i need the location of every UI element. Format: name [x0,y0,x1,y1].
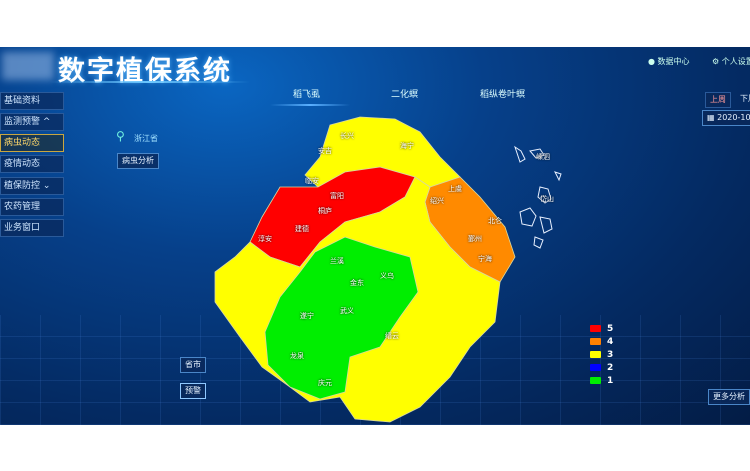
map-county-label: 缙云 [385,332,399,340]
region-level1 [264,236,419,400]
legend-label: 2 [607,362,614,373]
map-county-label: 桐庐 [318,207,332,215]
legend-label: 3 [607,349,614,360]
legend-swatch [590,351,601,358]
sidebar-item-monitoring[interactable]: 监测预警 ^ [0,113,64,131]
legend-item: 4 [590,335,635,348]
personal-settings-link[interactable]: ⚙ 个人设置 [712,56,750,67]
next-week-button[interactable]: 下周 [740,94,750,103]
sidebar-item-prevention[interactable]: 植保防控 ⌄ [0,177,64,195]
map-county-label: 鄞州 [468,235,482,243]
date-value: 2020-10- [717,113,750,122]
map-county-label: 龙泉 [290,352,304,360]
pest-analysis-button[interactable]: 病虫分析 [117,153,159,169]
legend-swatch [590,364,601,371]
map-county-label: 淳安 [258,235,272,243]
map-county-label: 嵊泗 [536,153,550,161]
logo [2,52,54,80]
legend-swatch [590,377,601,384]
map-county-label: 上虞 [448,185,462,193]
data-center-link[interactable]: ● 数据中心 [648,57,690,66]
sidebar-item-basic-data[interactable]: 基础资料 [0,92,64,110]
map-county-label: 建德 [295,225,309,233]
map-county-label: 庆元 [318,379,332,387]
province-label: 浙江省 [134,134,158,143]
zhejiang-map [214,116,562,423]
data-center-label: 数据中心 [657,57,690,66]
sidebar-item-business[interactable]: 业务窗口 [0,219,64,237]
tab-leaf-roller[interactable]: 稻纵卷叶螟 [480,90,526,100]
map-county-label: 富阳 [330,192,344,200]
dashboard: 数字植保系统 基础资料 监测预警 ^ 病虫动态 疫情动态 植保防控 ⌄ 农药管理… [0,47,750,425]
legend-label: 1 [607,375,614,386]
map-county-label: 遂宁 [300,312,314,320]
map-county-label: 义乌 [380,272,394,280]
legend-item: 1 [590,374,635,387]
more-analysis-button[interactable]: 更多分析 [708,389,750,405]
prev-week-button[interactable]: 上周 [705,92,731,108]
map-county-label: 兰溪 [330,257,344,265]
legend-swatch [590,338,601,345]
location-pin-icon: ⚲ [116,129,125,143]
tab-indicator [270,104,350,106]
map-county-label: 安吉 [318,147,332,155]
map-county-label: 岱山 [540,195,554,203]
sidebar-item-epidemic[interactable]: 疫情动态 [0,155,64,173]
map-county-label: 海宁 [400,142,414,150]
city-button[interactable]: 省市 [180,357,206,373]
map-county-label: 长兴 [340,132,354,140]
sidebar-item-pest-dynamics[interactable]: 病虫动态 [0,134,64,152]
islands [514,145,562,249]
title-underline [50,81,250,83]
map-county-label: 临安 [305,177,319,185]
sidebar-item-pesticide[interactable]: 农药管理 [0,198,64,216]
legend-item: 2 [590,361,635,374]
legend-label: 5 [607,323,614,334]
map-county-label: 金东 [350,279,364,287]
legend-item: 5 [590,322,635,335]
legend-label: 4 [607,336,614,347]
map-county-label: 宁海 [478,255,492,263]
map-county-label: 绍兴 [430,197,444,205]
map-county-label: 武义 [340,307,354,315]
personal-settings-label: 个人设置 [721,57,750,66]
tab-planthopper[interactable]: 稻飞虱 [293,90,321,100]
map-legend: 5 4 3 2 1 [590,322,635,400]
map-county-label: 北仑 [488,217,502,225]
tab-stem-borer[interactable]: 二化螟 [391,90,419,100]
warning-button[interactable]: 预警 [180,383,206,399]
date-picker[interactable]: ▦ 2020-10- [702,110,750,126]
legend-item: 3 [590,348,635,361]
legend-swatch [590,325,601,332]
